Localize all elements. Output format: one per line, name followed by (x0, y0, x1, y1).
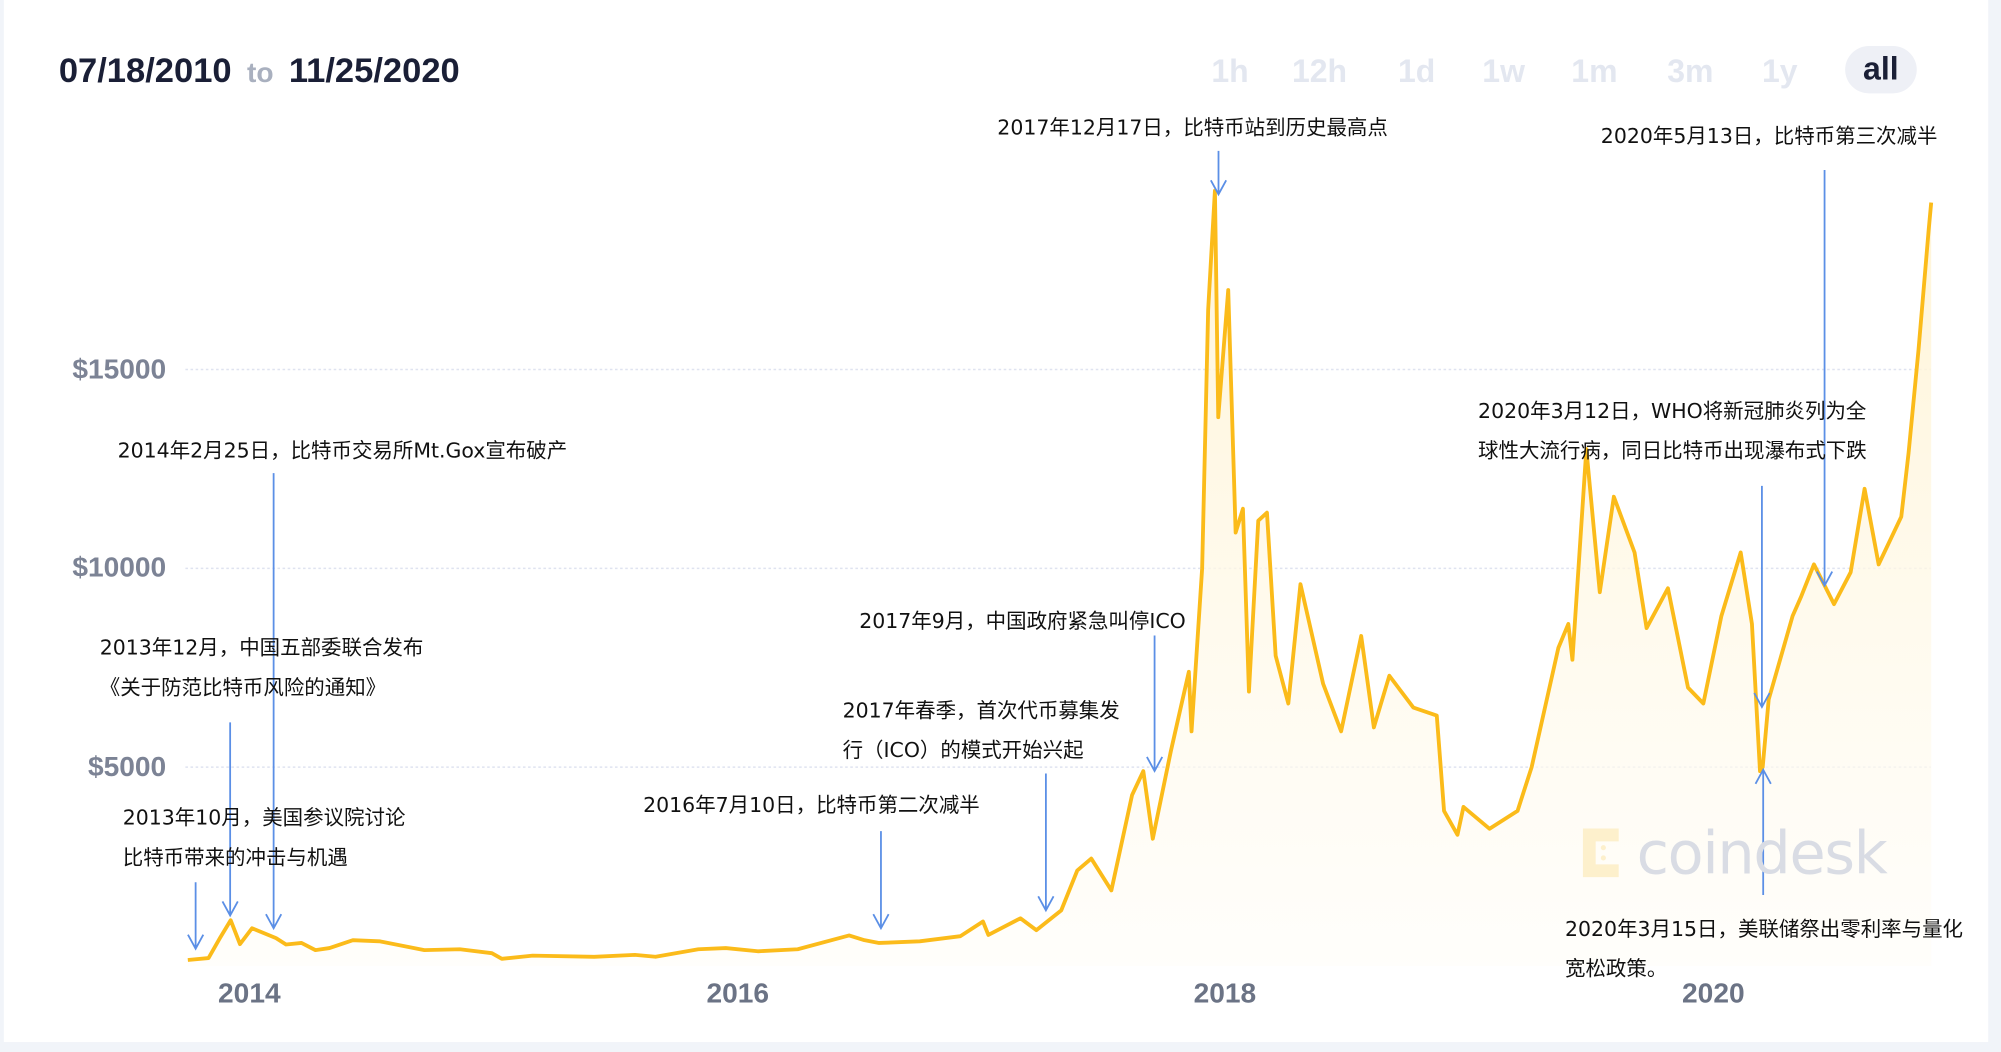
price-area-fill (187, 190, 1932, 966)
x-tick-label: 2016 (706, 976, 770, 1009)
annotation-2020-who: 2020年3月12日，WHO将新冠肺炎列为全 球性大流行病，同日比特币出现瀑布式下… (1478, 398, 1867, 463)
annotation-2014-mtgox: 2014年2月25日，比特币交易所Mt.Gox宣布破产 (117, 438, 568, 463)
x-tick-label: 2020 (1682, 976, 1745, 1009)
annotation-2013-oct: 2013年10月，美国参议院讨论 比特币带来的冲击与机遇 (122, 805, 406, 870)
coindesk-watermark: coindesk (1575, 818, 1888, 888)
date-range: 07/18/2010 to 11/25/2020 (59, 51, 460, 91)
annotation-arrow (187, 882, 205, 951)
tab-1m[interactable]: 1m (1571, 53, 1618, 90)
annotation-arrow (1146, 635, 1164, 773)
annotation-arrow (1753, 485, 1771, 709)
x-tick-label: 2014 (218, 976, 281, 1009)
annotation-2017-ico-ban: 2017年9月，中国政府紧急叫停ICO (859, 608, 1186, 633)
to-date: 11/25/2020 (288, 51, 460, 90)
tab-1d[interactable]: 1d (1398, 53, 1436, 90)
coindesk-logo-icon (1582, 828, 1619, 878)
annotation-arrow (221, 722, 239, 918)
y-tick-label: $5000 (87, 750, 167, 783)
y-tick-label: $15000 (72, 352, 167, 385)
tab-all[interactable]: all (1845, 46, 1917, 94)
annotation-arrow (1816, 170, 1834, 588)
tab-1h[interactable]: 1h (1211, 53, 1249, 90)
tab-3m[interactable]: 3m (1667, 53, 1714, 90)
price-line (187, 188, 1934, 962)
y-tick-label: $10000 (72, 551, 167, 584)
annotation-arrow (1037, 773, 1055, 913)
tab-12h[interactable]: 12h (1291, 53, 1348, 90)
tab-1y[interactable]: 1y (1762, 53, 1798, 90)
annotation-2017-ico-rise: 2017年春季，首次代币募集发 行（ICO）的模式开始兴起 (842, 698, 1120, 763)
x-tick-label: 2018 (1193, 976, 1257, 1009)
annotation-2020-fed: 2020年3月15日，美联储祭出零利率与量化 宽松政策。 (1565, 916, 1963, 981)
coindesk-wordmark: coindesk (1636, 818, 1888, 888)
annotation-2020-halving: 2020年5月13日，比特币第三次减半 (1600, 124, 1938, 149)
tab-1w[interactable]: 1w (1482, 53, 1525, 90)
to-word: to (246, 56, 274, 89)
annotation-arrow (265, 473, 283, 931)
from-date: 07/18/2010 (58, 51, 232, 90)
annotation-arrow (1754, 767, 1772, 896)
annotation-2017-ath: 2017年12月17日，比特币站到历史最高点 (997, 115, 1388, 140)
annotation-2013-dec: 2013年12月，中国五部委联合发布 《关于防范比特币风险的通知》 (99, 635, 424, 700)
annotation-arrow (872, 831, 890, 931)
annotation-2016-halving: 2016年7月10日，比特币第二次减半 (643, 792, 980, 818)
annotation-arrow (1210, 150, 1227, 197)
